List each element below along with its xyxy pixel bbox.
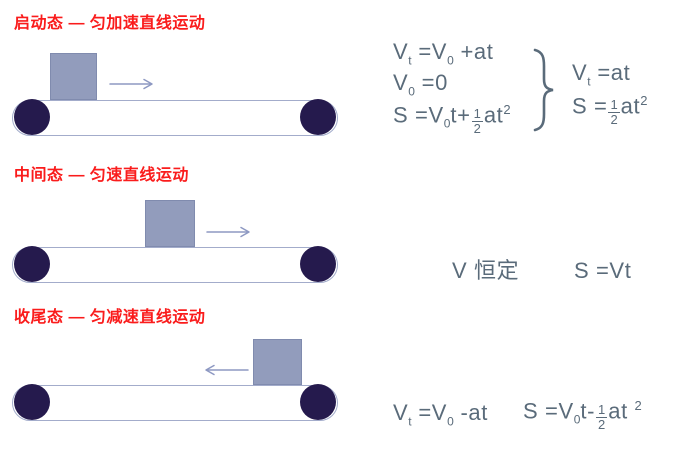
- belt-wheel-right-icon: [300, 246, 336, 282]
- belt-wheel-right-icon: [300, 384, 336, 420]
- right-brace-icon: [533, 48, 554, 132]
- formula-vt-equals-v0-plus-at: Vt =V0 +at: [393, 39, 494, 68]
- cargo-box: [50, 53, 97, 100]
- belt-wheel-left-icon: [14, 246, 50, 282]
- formula-v-constant: V 恒定: [452, 258, 520, 283]
- arrow-right-icon: [206, 226, 250, 238]
- conveyor-belt: [12, 246, 338, 283]
- formula-s-equals-v0t-minus-half-at2: S =V0t- 1 2 at 2: [523, 398, 642, 433]
- belt-wheel-left-icon: [14, 384, 50, 420]
- conveyor-belt: [12, 99, 338, 136]
- cargo-box: [145, 200, 195, 247]
- conveyor-belt: [12, 384, 338, 421]
- belt-wheel-left-icon: [14, 99, 50, 135]
- section-title-ending: 收尾态 — 匀减速直线运动: [14, 309, 206, 326]
- formula-vt-equals-at: Vt =at: [572, 60, 631, 89]
- cargo-box: [253, 339, 302, 385]
- section-title-middle: 中间态 — 匀速直线运动: [14, 167, 189, 184]
- belt-wheel-right-icon: [300, 99, 336, 135]
- formula-s-equals-vt: S =Vt: [574, 258, 632, 283]
- formula-s-equals-half-at2: S = 1 2 at2: [572, 93, 648, 128]
- formula-v0-equals-0: V0 =0: [393, 70, 448, 99]
- arrow-right-icon: [109, 78, 153, 90]
- section-title-startup: 启动态 — 匀加速直线运动: [14, 15, 206, 32]
- formula-vt-equals-v0-minus-at: Vt =V0 -at: [393, 400, 488, 429]
- arrow-left-icon: [205, 364, 249, 376]
- formula-s-equals-v0t-plus-half-at2: S =V0t+ 1 2 at2: [393, 102, 511, 137]
